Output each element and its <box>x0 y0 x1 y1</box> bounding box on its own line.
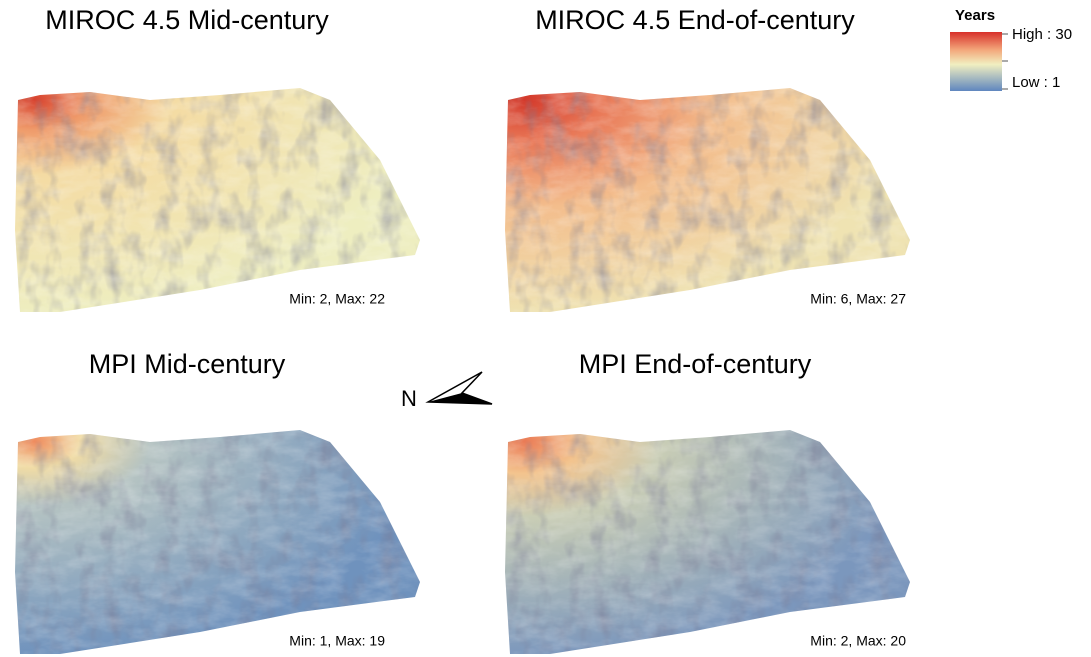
north-arrow: N <box>401 372 492 411</box>
panel-title: MIROC 4.5 Mid-century <box>45 5 329 35</box>
legend-title: Years <box>955 7 995 24</box>
panel-1: MIROC 4.5 Mid-century Min: 2, Max: 22 <box>0 5 430 320</box>
panel-title: MPI End-of-century <box>579 349 812 379</box>
panel-title: MPI Mid-century <box>89 349 286 379</box>
panel-stats: Min: 2, Max: 22 <box>289 291 385 307</box>
legend: Years High : 30 Low : 1 <box>950 7 1072 91</box>
terrain-map <box>490 80 920 320</box>
legend-low: Low : 1 <box>1012 74 1060 91</box>
panel-2: MIROC 4.5 End-of-century Min: 6, Max: 27 <box>490 5 920 320</box>
terrain-map <box>490 422 920 657</box>
panel-title: MIROC 4.5 End-of-century <box>535 5 855 35</box>
terrain-map <box>0 422 430 657</box>
legend-colorbar <box>950 32 1002 91</box>
panel-4: MPI End-of-century Min: 2, Max: 20 <box>490 349 920 657</box>
panel-stats: Min: 6, Max: 27 <box>810 291 906 307</box>
panel-3: MPI Mid-century Min: 1, Max: 19 <box>0 349 430 657</box>
terrain-map <box>0 80 430 320</box>
panel-stats: Min: 2, Max: 20 <box>810 633 906 649</box>
figure: MIROC 4.5 Mid-century Min: 2, Max: 22 MI… <box>0 0 1091 657</box>
legend-high: High : 30 <box>1012 26 1072 43</box>
panel-stats: Min: 1, Max: 19 <box>289 633 385 649</box>
north-label: N <box>401 386 417 411</box>
